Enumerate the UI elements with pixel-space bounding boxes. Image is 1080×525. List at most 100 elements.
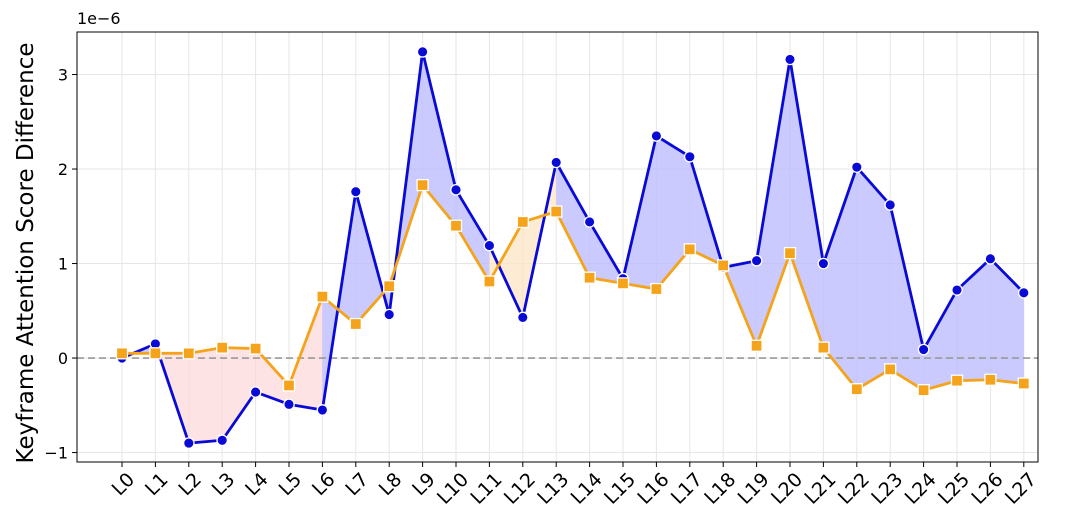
y-tick-label: 1 bbox=[58, 255, 68, 274]
fill-region bbox=[422, 51, 456, 226]
fill-region bbox=[990, 258, 1024, 384]
data-point-circle bbox=[450, 183, 462, 196]
x-tick-label: L25 bbox=[934, 469, 974, 509]
fill-region bbox=[489, 221, 523, 318]
x-tick-label: L7 bbox=[341, 469, 373, 501]
x-tick-label: L8 bbox=[375, 469, 407, 501]
fill-region bbox=[656, 135, 690, 290]
x-tick-label: L23 bbox=[867, 469, 907, 509]
data-point-circle bbox=[182, 437, 195, 449]
data-point-square bbox=[383, 280, 396, 293]
data-point-square bbox=[282, 379, 296, 392]
data-point-circle bbox=[316, 404, 329, 416]
x-tick-label: L17 bbox=[667, 469, 707, 509]
data-point-square bbox=[149, 347, 162, 360]
data-point-square bbox=[316, 290, 329, 303]
fill-region bbox=[188, 347, 223, 444]
x-axis-ticks: L0 L1 L2 L3 L4 L5 L6 L7 L8 L9L10L11L12L13L14L15L1… bbox=[108, 462, 1041, 509]
y-tick-label: 3 bbox=[58, 66, 68, 85]
fill-region bbox=[556, 162, 590, 278]
data-point-square bbox=[917, 384, 930, 397]
data-point-square bbox=[516, 215, 529, 229]
data-point-square bbox=[817, 341, 830, 354]
x-tick-label: L26 bbox=[967, 469, 1007, 509]
plot-frame bbox=[76, 31, 1039, 463]
data-point-circle bbox=[817, 257, 830, 270]
series-lines bbox=[121, 50, 1025, 445]
data-point-circle bbox=[784, 53, 796, 66]
series-line-1 bbox=[121, 50, 1025, 445]
data-point-circle bbox=[283, 398, 295, 411]
x-tick-label: L0 bbox=[108, 469, 140, 501]
data-point-square bbox=[1017, 377, 1030, 390]
data-point-square bbox=[650, 282, 663, 296]
y-tick-label: −1 bbox=[44, 444, 68, 463]
data-point-square bbox=[616, 277, 630, 290]
data-point-square bbox=[783, 246, 797, 260]
fill-region bbox=[923, 290, 957, 391]
data-point-square bbox=[750, 339, 763, 352]
x-tick-label: L3 bbox=[208, 469, 240, 501]
x-tick-label: L11 bbox=[466, 469, 506, 509]
x-tick-label: L10 bbox=[433, 469, 473, 509]
x-tick-label: L13 bbox=[533, 469, 573, 509]
fill-region bbox=[255, 348, 289, 405]
data-point-circle bbox=[683, 150, 696, 163]
data-point-square bbox=[683, 243, 696, 256]
y-axis-title: Keyframe Attention Score Difference bbox=[13, 43, 39, 464]
data-point-circle bbox=[216, 434, 229, 447]
data-point-circle bbox=[750, 254, 763, 267]
fill-region bbox=[856, 167, 891, 390]
fill-region bbox=[957, 258, 991, 381]
fill-region bbox=[456, 189, 490, 282]
x-tick-label: L16 bbox=[633, 469, 673, 509]
data-point-circle bbox=[1017, 286, 1030, 299]
series-markers bbox=[115, 45, 1030, 449]
x-tick-label: L12 bbox=[500, 469, 540, 509]
data-point-square bbox=[349, 317, 362, 331]
x-tick-label: L2 bbox=[174, 469, 206, 501]
data-point-circle bbox=[884, 199, 897, 211]
data-point-circle bbox=[650, 130, 663, 142]
data-point-square bbox=[249, 342, 262, 355]
x-tick-label: L6 bbox=[308, 469, 340, 501]
x-tick-label: L5 bbox=[275, 469, 307, 501]
y-tick-label: 2 bbox=[58, 160, 68, 179]
data-point-circle bbox=[249, 386, 262, 398]
data-point-circle bbox=[951, 284, 963, 296]
x-tick-label: L20 bbox=[767, 469, 807, 509]
fill-region bbox=[823, 167, 857, 390]
series-line-2 bbox=[122, 183, 1024, 392]
data-point-square bbox=[449, 219, 463, 232]
x-tick-label: L4 bbox=[241, 469, 273, 501]
data-point-square bbox=[884, 363, 897, 376]
data-point-circle bbox=[550, 156, 563, 169]
fill-region bbox=[289, 296, 323, 411]
x-tick-label: L15 bbox=[600, 469, 640, 509]
fill-region bbox=[222, 347, 256, 441]
y-tick-label: 0 bbox=[58, 349, 68, 368]
x-tick-label: L24 bbox=[901, 469, 941, 509]
data-point-circle bbox=[984, 252, 997, 265]
data-point-square bbox=[115, 347, 129, 360]
data-point-circle bbox=[917, 343, 930, 356]
y-scale-offset-label: 1e−6 bbox=[77, 9, 121, 28]
data-point-square bbox=[850, 383, 863, 396]
x-tick-label: L21 bbox=[800, 469, 840, 509]
data-point-square bbox=[717, 259, 730, 272]
x-tick-label: L22 bbox=[834, 469, 874, 509]
x-tick-label: L1 bbox=[141, 469, 173, 501]
data-point-circle bbox=[416, 45, 429, 58]
data-point-square bbox=[550, 205, 563, 218]
data-point-square bbox=[483, 275, 496, 288]
data-point-square bbox=[984, 373, 997, 386]
data-point-circle bbox=[483, 239, 496, 252]
data-point-square bbox=[182, 347, 195, 360]
fill-region bbox=[890, 204, 924, 391]
data-point-circle bbox=[349, 185, 362, 198]
data-point-circle bbox=[383, 308, 396, 321]
x-tick-label: L19 bbox=[734, 469, 774, 509]
data-point-circle bbox=[583, 216, 596, 228]
data-point-square bbox=[950, 374, 964, 387]
